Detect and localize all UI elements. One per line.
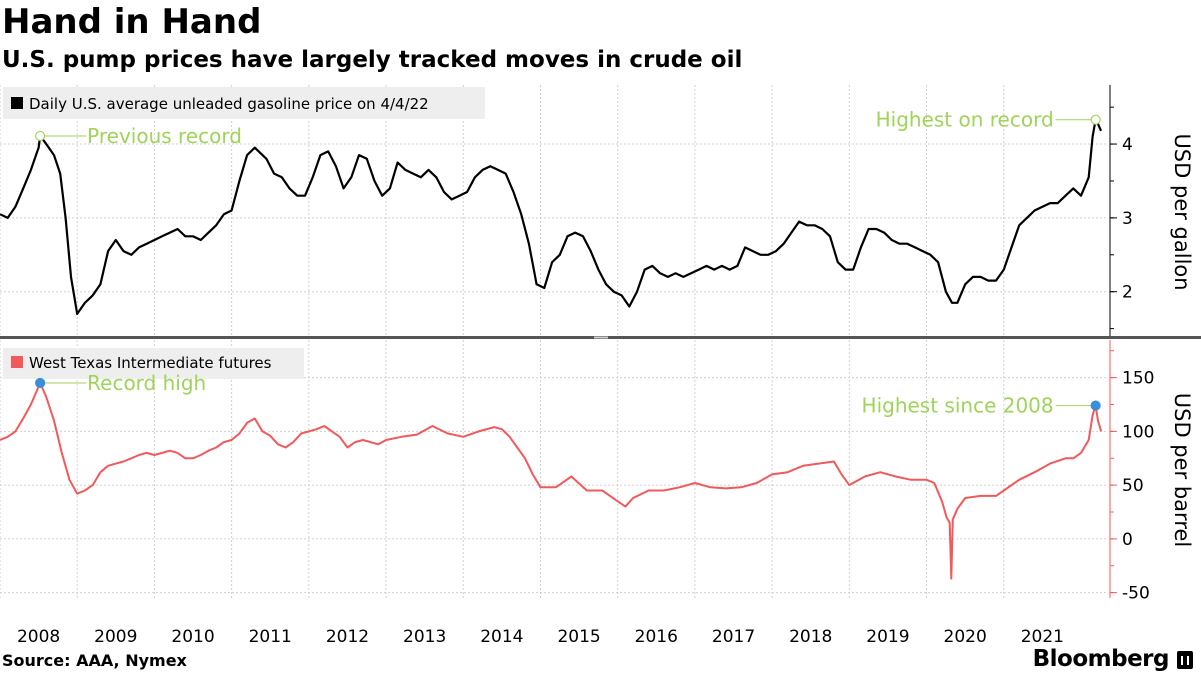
wti-legend-label: West Texas Intermediate futures	[29, 354, 272, 372]
wti-y-axis-label: USD per barrel	[1170, 393, 1194, 548]
gasoline-panel: Daily U.S. average unleaded gasoline pri…	[0, 85, 1194, 336]
gasoline-y-ticks: 2 3 4	[1110, 106, 1133, 330]
x-tick-label-2011: 2011	[249, 627, 292, 647]
wti-tick-label--50: -50	[1122, 584, 1150, 604]
bloomberg-logo: Bloomberg	[1032, 646, 1170, 672]
wti-tick-label-50: 50	[1122, 476, 1144, 496]
wti-legend-swatch	[11, 356, 23, 368]
wti-tick-label-150: 150	[1122, 369, 1154, 389]
chart-subtitle: U.S. pump prices have largely tracked mo…	[2, 47, 743, 73]
wti-panel: West Texas Intermediate futures -50 0 50 10…	[0, 340, 1194, 604]
grid-layer	[0, 85, 1108, 598]
gasoline-annotation-marker-1	[1090, 114, 1101, 125]
x-tick-label-2014: 2014	[480, 627, 523, 647]
gasoline-series-line	[0, 118, 1103, 315]
x-tick-label-2016: 2016	[635, 627, 678, 647]
chart-title: Hand in Hand	[2, 2, 262, 42]
gasoline-annotation-label-1: Highest on record	[876, 108, 1054, 132]
x-axis-labels: 2008 2009 2010 2011 2012 2013 2014 2015 2016 2017…	[17, 627, 1064, 647]
gasoline-legend-swatch	[11, 97, 23, 109]
x-tick-label-2012: 2012	[326, 627, 369, 647]
gasoline-annotations: Previous record Highest on record	[35, 108, 1101, 148]
gasoline-annotation-label-0: Previous record	[87, 124, 242, 148]
gasoline-tick-label-3: 3	[1122, 209, 1133, 229]
x-tick-label-2013: 2013	[403, 627, 446, 647]
wti-series-line	[0, 382, 1103, 580]
bloomberg-terminal-icon	[1177, 651, 1193, 669]
x-tick-label-2018: 2018	[789, 627, 832, 647]
gasoline-annotation-marker-0	[35, 130, 46, 142]
wti-annotation-marker-1	[1090, 400, 1101, 411]
x-tick-label-2008: 2008	[17, 627, 60, 647]
x-tick-label-2019: 2019	[866, 627, 909, 647]
x-tick-label-2015: 2015	[557, 627, 600, 647]
wti-tick-label-100: 100	[1122, 422, 1154, 442]
wti-legend-box	[3, 348, 304, 379]
x-tick-label-2017: 2017	[712, 627, 755, 647]
wti-tick-label-0: 0	[1122, 530, 1133, 550]
gasoline-legend-box	[3, 87, 485, 119]
gasoline-tick-label-4: 4	[1122, 135, 1133, 155]
x-tick-label-2021: 2021	[1021, 627, 1064, 647]
x-tick-label-2020: 2020	[944, 627, 987, 647]
x-tick-label-2009: 2009	[94, 627, 137, 647]
source-note: Source: AAA, Nymex	[2, 651, 187, 670]
wti-annotation-label-0: Record high	[87, 371, 206, 395]
gasoline-legend-label: Daily U.S. average unleaded gasoline pri…	[29, 95, 429, 113]
wti-annotation-marker-0	[35, 377, 46, 389]
wti-annotation-label-1: Highest since 2008	[862, 394, 1054, 418]
gasoline-tick-label-2: 2	[1122, 283, 1133, 303]
x-tick-label-2010: 2010	[171, 627, 214, 647]
wti-annotations: Record high Highest since 2008	[35, 371, 1101, 418]
panel-divider-handle	[594, 336, 608, 339]
wti-y-ticks: -50 0 50 100 150	[1110, 350, 1154, 604]
gasoline-y-axis-label: USD per gallon	[1170, 133, 1194, 290]
